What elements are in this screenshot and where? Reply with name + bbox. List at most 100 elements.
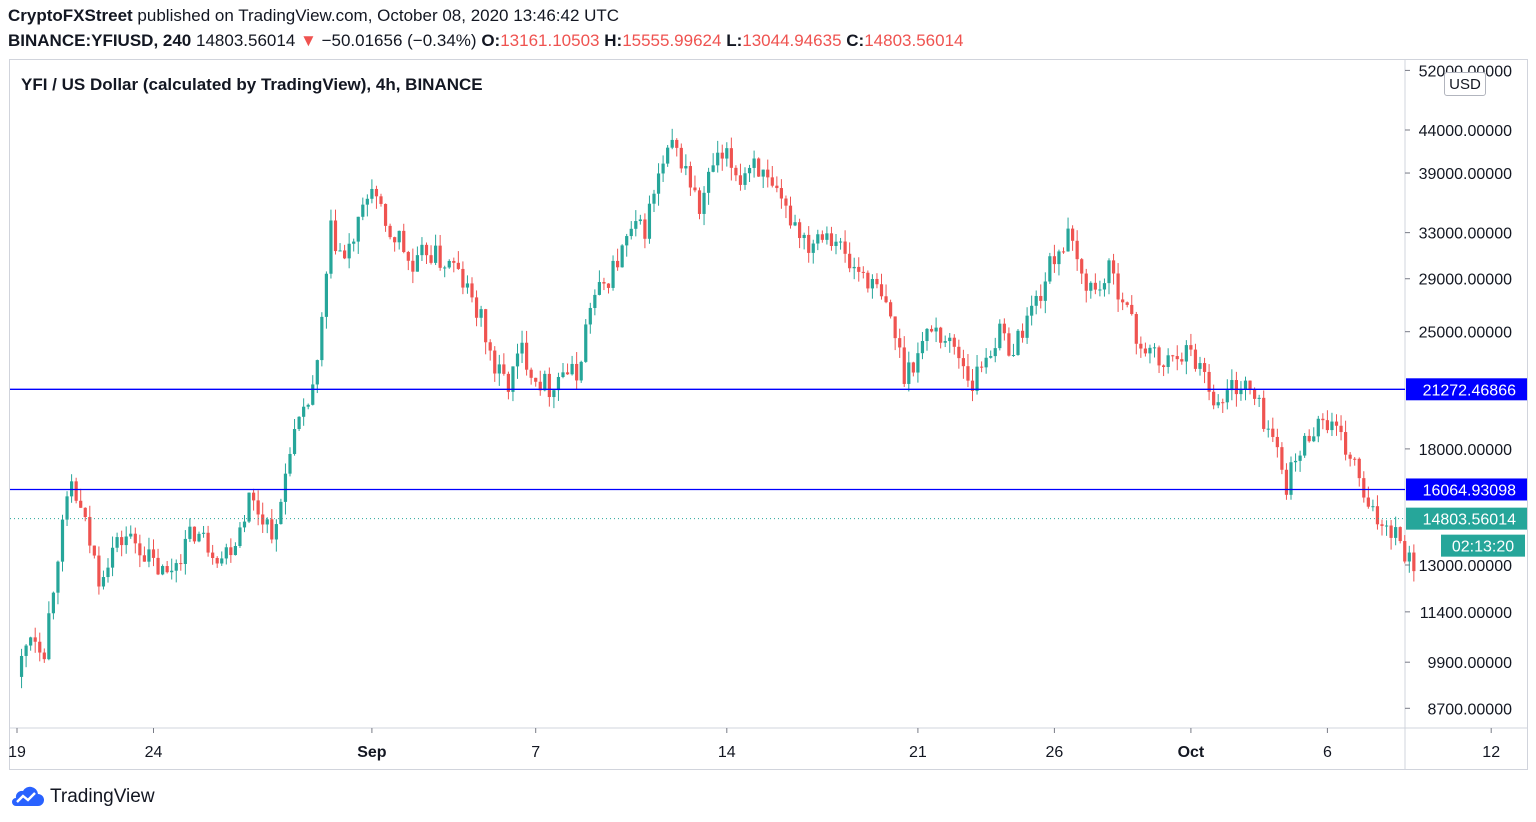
candle-body — [393, 237, 397, 243]
candle-body — [356, 216, 360, 242]
candle-body — [561, 372, 565, 377]
candle-body — [115, 537, 119, 548]
candle-body — [1253, 389, 1257, 399]
candle-body — [361, 204, 365, 217]
open-value: 13161.10503 — [500, 31, 600, 50]
candle-body — [488, 342, 492, 351]
candle-body — [443, 267, 447, 269]
candle-body — [784, 198, 788, 206]
candle-body — [452, 260, 456, 263]
currency-button[interactable]: USD — [1444, 72, 1486, 96]
high-label: H: — [604, 31, 623, 50]
candle-body — [634, 221, 638, 229]
countdown-label: 02:13:20 — [1452, 539, 1514, 556]
candle-body — [1321, 418, 1325, 421]
candle-body — [465, 283, 470, 288]
candle-body — [220, 558, 224, 564]
candle-body — [315, 360, 319, 385]
change-arrow-icon: ▼ — [300, 31, 317, 50]
candle-body — [1002, 323, 1006, 334]
candle-body — [338, 250, 342, 252]
candle-body — [74, 481, 78, 501]
candle-body — [593, 294, 597, 308]
axis-layer: 52000.00000 44000.00000 39000.00000 33000.0… — [8, 63, 1512, 761]
candle-body — [252, 492, 256, 501]
publish-text: published on TradingView.com, October 08… — [137, 6, 620, 25]
candle-body — [183, 538, 187, 565]
publisher-name[interactable]: CryptoFXStreet — [8, 6, 133, 25]
candle-body — [1102, 283, 1107, 290]
candle-body — [725, 148, 729, 159]
candle-body — [1207, 371, 1211, 392]
candle-body — [752, 158, 756, 168]
open-label: O: — [481, 31, 501, 50]
footer-brand[interactable]: TradingView — [8, 784, 155, 810]
candle-body — [952, 337, 956, 347]
candle-body — [1107, 260, 1111, 284]
candle-body — [970, 380, 975, 391]
candle-body — [1039, 295, 1043, 301]
candle-body — [484, 309, 488, 343]
x-tick-label: Sep — [357, 744, 387, 761]
low-value: 13044.94635 — [742, 31, 842, 50]
candle-body — [1193, 349, 1198, 369]
candle-body — [565, 372, 570, 375]
candle-body — [980, 366, 984, 368]
candle-body — [552, 390, 556, 398]
candle-body — [101, 577, 106, 587]
candle-body — [283, 473, 288, 502]
candle-body — [343, 250, 347, 259]
y-tick-label: 25000.00000 — [1419, 325, 1513, 342]
candle-body — [1212, 391, 1216, 406]
candle-body — [106, 567, 110, 578]
candle-body — [1157, 347, 1161, 366]
candle-body — [515, 353, 520, 367]
candle-body — [265, 519, 269, 525]
candle-body — [1130, 304, 1134, 315]
candle-body — [402, 230, 406, 253]
candle-body — [793, 222, 797, 226]
candle-body — [857, 266, 861, 272]
high-value: 15555.99624 — [622, 31, 722, 50]
candle-body — [129, 533, 133, 537]
candle-body — [206, 532, 210, 553]
candle-body — [647, 203, 652, 239]
candle-body — [870, 278, 874, 289]
candle-body — [620, 245, 624, 268]
candle-body — [525, 342, 529, 370]
last-price: 14803.56014 — [196, 31, 296, 50]
candle-body — [643, 219, 647, 239]
candle-body — [1152, 347, 1157, 349]
candle-body — [493, 350, 497, 374]
candle-body — [306, 404, 310, 407]
y-tick-label: 52000.00000 — [1419, 63, 1513, 80]
candle-body — [29, 637, 33, 646]
candle-body — [320, 316, 324, 361]
candle-body — [675, 139, 679, 148]
candle-body — [616, 260, 620, 268]
candle-body — [779, 188, 783, 199]
candle-body — [1143, 348, 1147, 354]
candle-body — [879, 284, 884, 297]
candle-body — [261, 514, 265, 525]
candle-body — [629, 228, 633, 237]
candle-body — [1234, 380, 1238, 395]
candle-body — [1239, 389, 1243, 395]
candle-body — [861, 271, 865, 273]
candle-body — [479, 309, 483, 318]
candle-body — [1353, 458, 1357, 460]
candle-body — [1016, 330, 1020, 355]
candle-body — [1275, 436, 1279, 448]
candle-body — [1398, 527, 1402, 542]
candles-layer — [19, 128, 1416, 689]
candle-body — [374, 188, 379, 197]
x-tick-label: 12 — [1482, 744, 1500, 761]
close-label: C: — [846, 31, 865, 50]
candle-body — [584, 324, 588, 362]
candle-body — [656, 173, 661, 194]
candle-body — [1407, 552, 1411, 562]
candle-body — [597, 282, 601, 295]
x-tick-label: 21 — [909, 744, 927, 761]
lines-layer: 21272.46866 16064.93098 14803.56014 02:13:2… — [10, 378, 1527, 557]
